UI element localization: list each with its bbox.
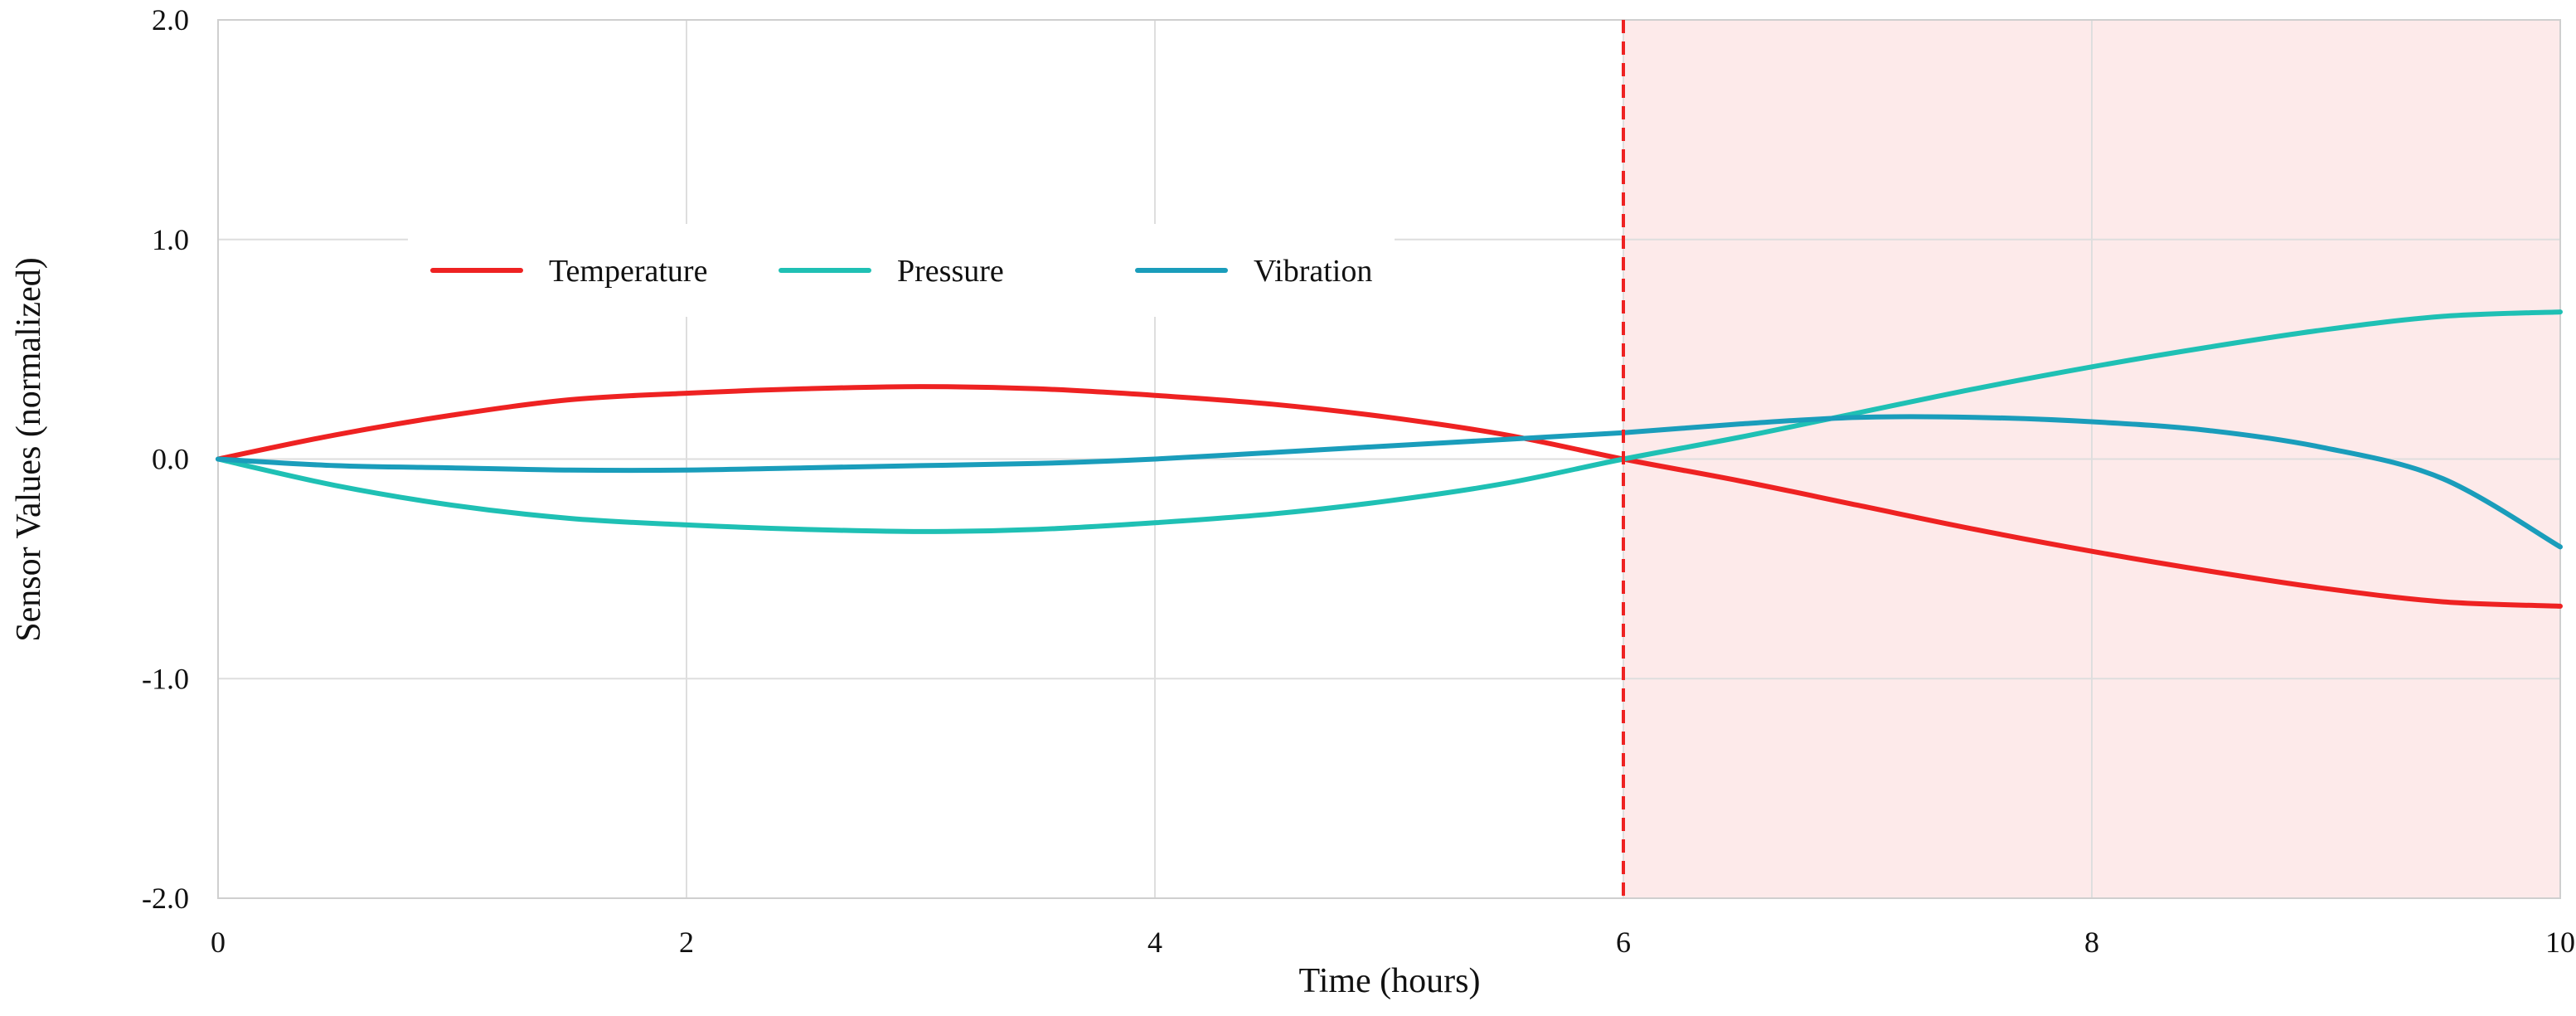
series-line-temperature [216,384,2563,609]
series-layer [216,309,2563,609]
x-tick-label: 4 [1147,926,1162,959]
x-tick-label: 10 [2545,926,2575,959]
y-tick-label: -1.0 [142,662,189,695]
series-line-pressure [216,309,2563,534]
legend-label-temperature: Temperature [549,254,707,289]
x-tick-label: 8 [2084,926,2099,959]
legend-box [408,224,1395,317]
series-line-vibration [216,414,2563,550]
y-tick-label: 2.0 [152,3,189,36]
y-axis-title: Sensor Values (normalized) [10,257,48,641]
x-tick-label: 0 [211,926,226,959]
tick-layer: 0 2 4 6 8 10 2.0 1.0 0.0 -1.0 -2.0 [142,3,2575,959]
legend: Temperature Pressure Vibration [408,224,1395,317]
legend-label-pressure: Pressure [897,254,1004,289]
x-tick-label: 2 [679,926,694,959]
x-tick-label: 6 [1616,926,1631,959]
legend-label-vibration: Vibration [1254,254,1372,289]
y-tick-label: 0.0 [152,443,189,476]
x-axis-title: Time (hours) [1299,962,1481,1000]
y-tick-label: -2.0 [142,882,189,915]
y-tick-label: 1.0 [152,223,189,256]
